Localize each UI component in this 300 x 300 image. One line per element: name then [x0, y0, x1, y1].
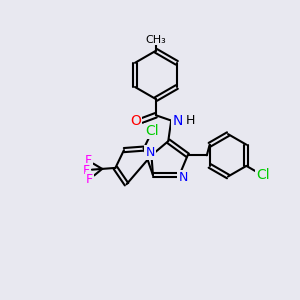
Text: Cl: Cl [256, 168, 269, 182]
Text: F: F [85, 154, 92, 167]
Text: O: O [130, 114, 141, 128]
Text: F: F [86, 172, 93, 186]
Text: Cl: Cl [146, 124, 159, 138]
Text: N: N [145, 146, 155, 159]
Text: N: N [178, 171, 188, 184]
Text: N: N [172, 114, 183, 128]
Text: CH₃: CH₃ [146, 34, 166, 45]
Text: F: F [82, 164, 90, 177]
Text: H: H [186, 114, 195, 127]
